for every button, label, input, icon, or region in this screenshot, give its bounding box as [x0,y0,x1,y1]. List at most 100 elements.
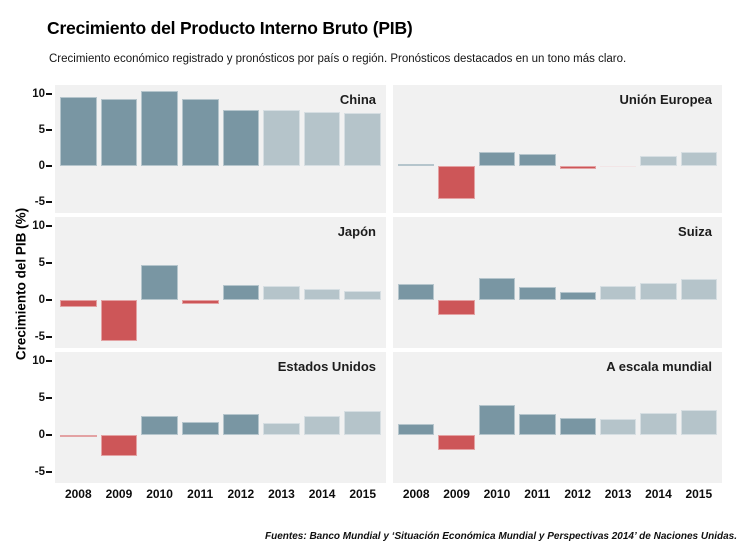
y-tick-label: 0 [38,159,45,172]
bar-2012 [222,414,260,435]
bar-slot [478,352,516,483]
bars-area [55,352,386,483]
panel-title: Unión Europea [619,92,712,107]
bar-2013 [599,165,637,168]
bar-2014 [640,412,677,435]
bar-2011 [519,154,556,166]
y-tick-label: 0 [38,293,45,306]
x-tick-label: 2015 [685,487,713,501]
panel-suiza: Suiza [393,217,722,348]
x-tick-label: 2013 [604,487,632,501]
bar-slot [438,85,475,213]
bar-slot [559,352,596,483]
bar-slot [141,85,178,213]
bar-2014 [640,282,677,300]
bar-2015 [344,113,381,166]
x-tick-label: 2011 [187,487,214,501]
bar-slot [478,85,516,213]
bar-2009 [100,299,138,341]
bar-2013 [263,110,300,166]
bar-slot [100,352,138,483]
bar-slot [181,352,219,483]
bar-slot [599,217,637,348]
x-axis-labels: 2008 2009 2010 2011 2012 2013 2014 2015 [393,487,722,501]
y-tick-mark [46,92,52,95]
bar-slot [181,85,219,213]
y-tick-mark [46,359,52,362]
y-tick-mark [46,335,52,338]
x-tick-label: 2009 [105,487,133,501]
bar-2012 [559,292,596,300]
x-tick-label: 2012 [564,487,592,501]
bar-slot [100,85,138,213]
y-tick-mark [46,433,52,436]
bar-slot [222,217,260,348]
bars-area [55,217,386,348]
bar-2008 [60,299,97,308]
y-tick-mark [46,470,52,473]
bar-2015 [680,279,717,300]
bar-slot [398,352,435,483]
y-tick-label: 5 [38,391,45,404]
bar-2011 [519,414,556,435]
x-axis-labels: 2008 2009 2010 2011 2012 2013 2014 2015 [55,487,386,501]
y-tick-label: 5 [38,256,45,269]
x-tick-label: 2008 [402,487,430,501]
y-tick-mark [46,201,52,204]
bar-slot [680,217,717,348]
x-tick-label: 2012 [227,487,255,501]
bar-slot [141,217,178,348]
bar-slot [640,85,677,213]
bar-2015 [344,411,381,435]
x-tick-label: 2014 [645,487,672,501]
chart-subtitle: Crecimiento económico registrado y pronó… [49,53,627,65]
y-tick-label: -5 [34,196,45,209]
bar-2010 [141,90,178,166]
bar-2009 [100,434,138,456]
bar-2010 [141,416,178,435]
bar-slot [344,352,381,483]
y-tick-mark [46,298,52,301]
bar-slot [303,217,341,348]
bar-slot [303,352,341,483]
y-tick-label: 10 [32,219,45,232]
bar-slot [519,217,556,348]
x-tick-label: 2015 [349,487,377,501]
y-tick-label: -5 [34,465,45,478]
bar-slot [640,352,677,483]
bar-slot [438,352,475,483]
bar-2011 [181,421,219,435]
bar-2013 [599,419,637,435]
x-tick-label: 2009 [443,487,470,501]
bar-slot [438,217,475,348]
bar-2012 [559,417,596,435]
y-tick-label: 5 [38,123,45,136]
bar-slot [263,217,300,348]
x-tick-label: 2011 [524,487,551,501]
bar-slot [263,85,300,213]
bar-slot [559,85,596,213]
bar-slot [60,217,97,348]
bar-2013 [263,285,300,300]
x-tick-label: 2013 [268,487,295,501]
panel-title: Japón [337,224,376,239]
bar-2010 [478,151,516,166]
bar-slot [60,352,97,483]
bar-slot [519,85,556,213]
bar-2009 [438,165,475,199]
bar-slot [60,85,97,213]
bar-slot [344,217,381,348]
bar-2013 [263,423,300,435]
y-tick-label: 10 [32,354,45,367]
panel-jap-n: Japón 10 5 0 -5 [32,217,386,348]
bar-slot [222,85,260,213]
bar-2014 [303,416,341,435]
x-tick-label: 2008 [64,487,92,501]
bar-2008 [60,434,97,438]
x-tick-label: 2010 [146,487,173,501]
bars-area [393,352,722,483]
y-tick-label: 10 [32,87,45,100]
bar-2008 [398,423,435,435]
bar-slot [344,85,381,213]
bar-2011 [181,98,219,166]
